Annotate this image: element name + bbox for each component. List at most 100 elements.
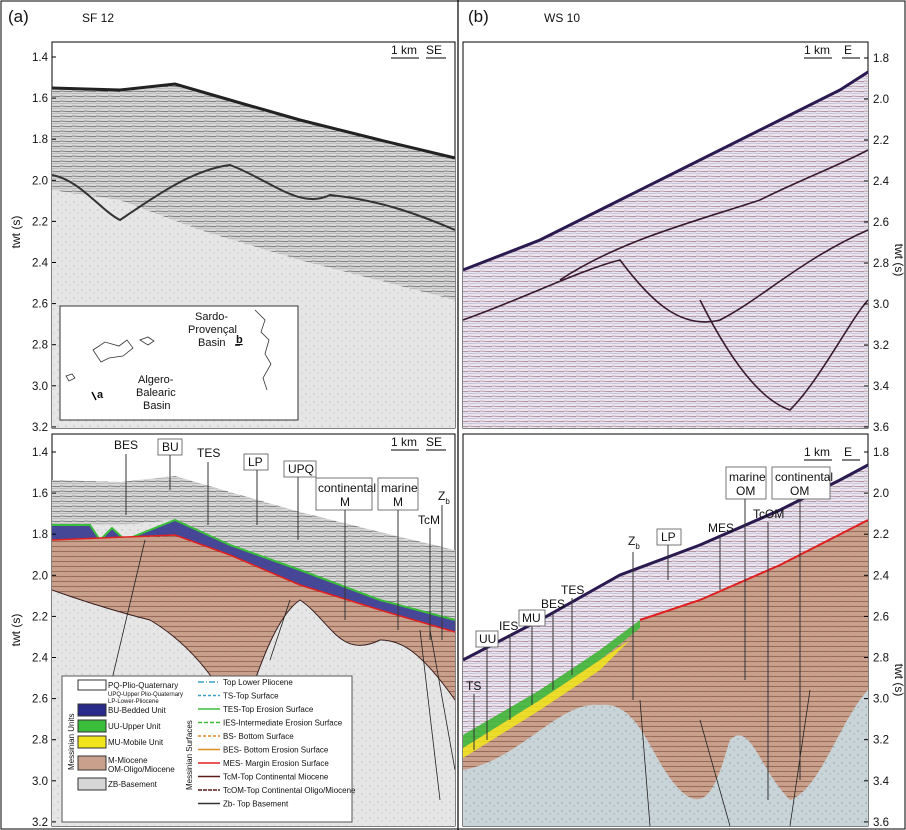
y-tick-label: 1.6 xyxy=(32,488,48,500)
direction-label: E xyxy=(844,445,852,459)
surface-legend: Top Lower Pliocene TS-Top Surface TES-Top … xyxy=(198,678,356,809)
label-box xyxy=(771,466,831,500)
mobile-unit xyxy=(463,640,630,758)
annotation: LP xyxy=(661,530,676,544)
direction-label: E xyxy=(844,43,852,57)
annotation-main: Z xyxy=(438,489,445,503)
label-box xyxy=(725,466,767,500)
legend-label: M-Miocene xyxy=(108,756,148,765)
annotation: Zb xyxy=(438,489,450,506)
y-tick-label: 3.0 xyxy=(873,694,889,706)
y-tick-label: 3.2 xyxy=(32,422,48,434)
top-basement xyxy=(51,589,456,721)
annotation: continental OM xyxy=(775,470,833,498)
legend-swatch xyxy=(77,777,107,791)
y-tick-label: 3.0 xyxy=(873,299,889,311)
legend-label: Zb- Top Basement xyxy=(223,800,289,809)
inset-map xyxy=(59,305,299,421)
legend-label: Top Lower Pliocene xyxy=(223,678,293,687)
fault xyxy=(99,539,456,801)
reflector xyxy=(51,163,456,231)
annotation: continental M xyxy=(318,481,376,509)
annotation: marine M xyxy=(381,481,418,509)
direction-label: SE xyxy=(426,435,442,449)
annotation: UPQ xyxy=(288,462,314,476)
y-tick-label: 3.2 xyxy=(32,817,48,829)
y-tick-label: 3.4 xyxy=(873,381,890,393)
annotation-line: continental xyxy=(318,481,376,495)
label-box xyxy=(243,453,269,471)
y-tick-label: 2.4 xyxy=(32,653,49,665)
inset-marker: b xyxy=(236,334,243,346)
annotation-sub: b xyxy=(445,497,450,506)
y-tick-label: 2.2 xyxy=(32,216,48,228)
panel-label: (a) xyxy=(8,7,29,26)
legend-label: UPQ-Upper Plio-Quaternary xyxy=(108,692,183,698)
y-tick-label: 3.0 xyxy=(32,381,48,393)
annotation-line: marine xyxy=(381,481,418,495)
annotation: MU xyxy=(522,611,541,625)
label-box xyxy=(377,477,419,511)
seafloor xyxy=(51,82,456,160)
y-tick-label: 3.6 xyxy=(873,817,889,829)
annotation: marine OM xyxy=(729,470,766,498)
margin-erosion-surface xyxy=(51,534,456,633)
y-tick-label: 1.4 xyxy=(32,447,49,459)
annotation: BES xyxy=(541,597,565,611)
annotation: MES xyxy=(708,521,734,535)
annotation-sub: b xyxy=(635,542,640,551)
y-tick-label: 3.4 xyxy=(873,776,890,788)
seismic-reflectors xyxy=(463,72,868,428)
y-tick-label: 3.2 xyxy=(873,735,889,747)
y-tick-label: 2.2 xyxy=(873,529,889,541)
annotation-line: marine xyxy=(729,470,766,484)
annotation-line: continental xyxy=(775,470,833,484)
y-tick-label: 2.8 xyxy=(32,735,48,747)
basement xyxy=(463,690,868,826)
legend-title: Messinian Surfaces xyxy=(185,720,194,790)
inset-label-line: Provençal xyxy=(188,324,237,336)
legend-label: TcM-Top Continental Miocene xyxy=(223,773,329,782)
bedded-unit xyxy=(52,520,455,632)
y-tick-label: 3.0 xyxy=(32,776,48,788)
y-tick-label: 2.8 xyxy=(873,258,889,270)
y-axis-label: twt (s) xyxy=(9,614,23,647)
y-tick-label: 2.0 xyxy=(32,570,48,582)
y-tick-label: 2.2 xyxy=(873,135,889,147)
annotation: LP xyxy=(248,455,263,469)
profile-marker xyxy=(91,391,97,401)
legend-swatch xyxy=(77,755,107,771)
y-tick-label: 2.4 xyxy=(873,570,890,582)
annotation: TES xyxy=(197,446,220,460)
inset-label-line: Balearic xyxy=(136,387,176,399)
inset-label-line: Sardo- xyxy=(195,311,228,323)
margin-erosion-surface xyxy=(639,519,869,621)
y-tick-label: 2.2 xyxy=(32,611,48,623)
scale-label: 1 km xyxy=(391,43,417,57)
legend-label: TcOM-Top Continental Oligo/Miocene xyxy=(223,786,356,795)
y-tick-label: 2.6 xyxy=(873,217,889,229)
y-tick-label: 2.6 xyxy=(873,611,889,623)
panel-label: (b) xyxy=(468,7,489,26)
seismic-reflectors xyxy=(52,84,455,300)
annotation: TES xyxy=(561,583,584,597)
y-tick-label: 2.0 xyxy=(873,488,889,500)
annotation: TcM xyxy=(418,513,440,527)
miocene xyxy=(52,535,455,720)
scale-label: 1 km xyxy=(804,43,830,57)
y-tick-label: 3.2 xyxy=(873,340,889,352)
legend-title: Messinian Units xyxy=(67,714,76,770)
y-tick-label: 1.8 xyxy=(873,447,889,459)
legend-label: BS- Bottom Surface xyxy=(223,732,294,741)
inset-marker: a xyxy=(97,389,104,401)
reflector xyxy=(462,149,869,411)
legend-swatch xyxy=(77,719,107,733)
profile-name: SF 12 xyxy=(82,11,114,25)
annotation-main: Z xyxy=(628,534,635,548)
legend-label: LP-Lower-Pliocene xyxy=(108,699,159,705)
y-tick-label: 2.4 xyxy=(32,258,49,270)
y-tick-label: 3.6 xyxy=(873,422,889,434)
direction-label: SE xyxy=(426,43,442,57)
legend-label: TES-Top Erosion Surface xyxy=(223,705,314,714)
